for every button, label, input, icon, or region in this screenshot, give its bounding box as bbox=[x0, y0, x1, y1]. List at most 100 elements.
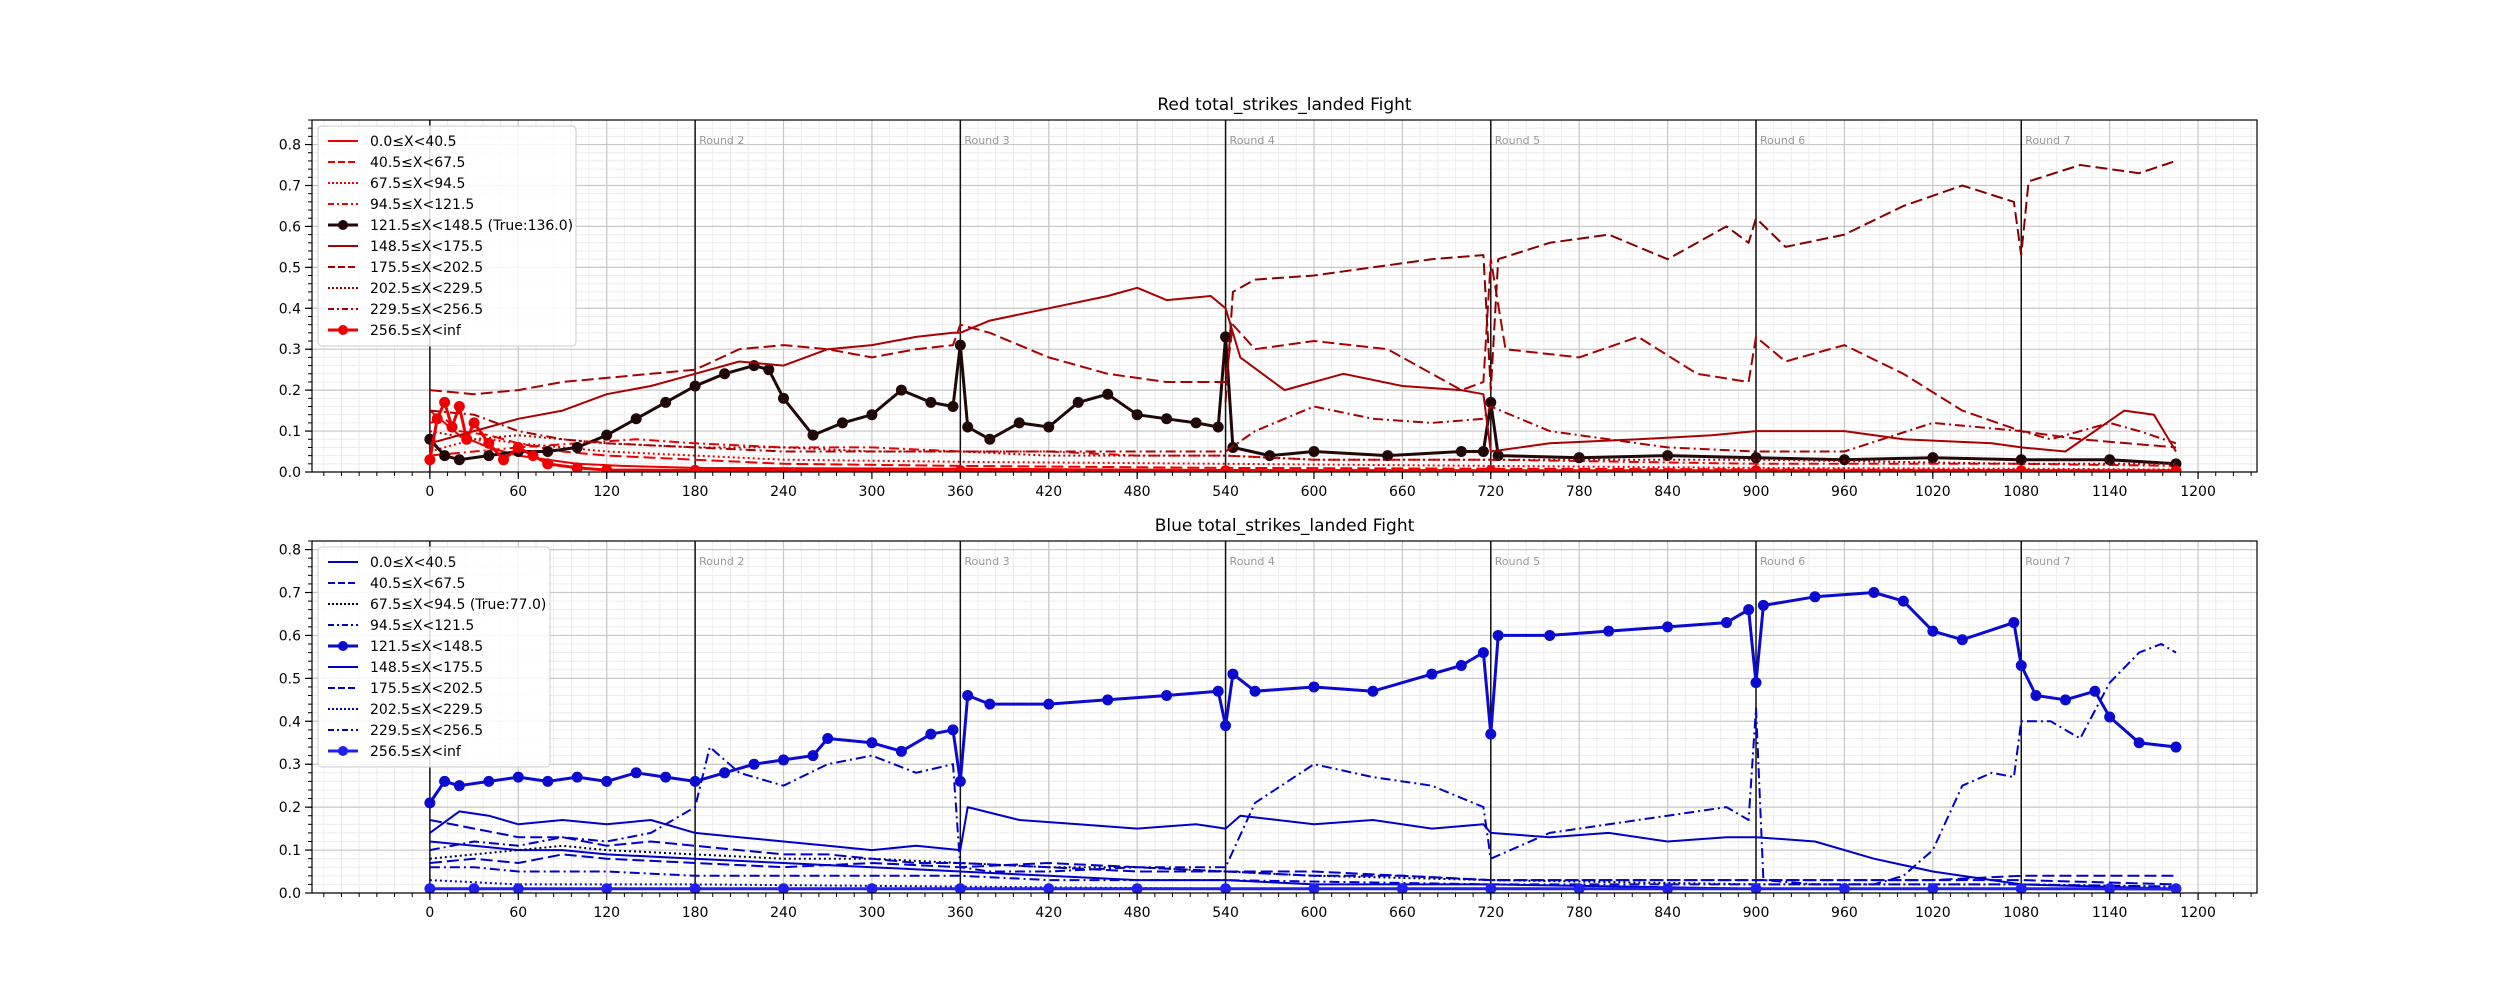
x-tick-label: 1140 bbox=[2092, 484, 2128, 500]
x-tick-label: 1200 bbox=[2180, 484, 2216, 500]
series-point bbox=[1227, 668, 1239, 680]
series-point bbox=[660, 771, 672, 783]
series-point bbox=[1249, 685, 1261, 697]
x-tick-label: 180 bbox=[682, 905, 709, 921]
legend-marker bbox=[338, 325, 348, 335]
x-tick-label: 60 bbox=[509, 484, 527, 500]
round-label: Round 5 bbox=[1495, 134, 1540, 147]
x-tick-label: 120 bbox=[593, 905, 620, 921]
series-point bbox=[512, 883, 524, 893]
series-point bbox=[1308, 883, 1320, 893]
series-point bbox=[1662, 450, 1674, 462]
series-point bbox=[1750, 677, 1762, 689]
round-label: Round 3 bbox=[964, 134, 1009, 147]
legend-label: 148.5≤X<175.5 bbox=[370, 660, 483, 676]
x-tick-label: 1140 bbox=[2092, 905, 2128, 921]
series-point bbox=[954, 775, 966, 787]
legend-label: 148.5≤X<175.5 bbox=[370, 239, 483, 255]
y-tick-label: 0.5 bbox=[279, 671, 301, 687]
round-label: Round 6 bbox=[1760, 555, 1805, 568]
series-group bbox=[424, 159, 2182, 472]
legend-label: 0.0≤X<40.5 bbox=[370, 134, 457, 150]
x-tick-label: 720 bbox=[1477, 905, 1504, 921]
x-tick-label: 600 bbox=[1301, 484, 1328, 500]
series-point bbox=[778, 392, 790, 404]
series-point bbox=[1220, 720, 1232, 732]
series-point bbox=[866, 737, 878, 749]
series-point bbox=[1485, 883, 1497, 893]
series-point bbox=[1367, 685, 1379, 697]
series-point bbox=[1956, 634, 1968, 646]
series-point bbox=[1485, 728, 1497, 740]
x-tick-label: 420 bbox=[1035, 905, 1062, 921]
x-tick-label: 0 bbox=[425, 484, 434, 500]
series-line-4 bbox=[429, 438, 2177, 467]
x-tick-label: 900 bbox=[1743, 905, 1770, 921]
series-point bbox=[1603, 625, 1615, 637]
series-point bbox=[1426, 668, 1438, 680]
y-tick-label: 0.5 bbox=[279, 260, 301, 276]
series-point bbox=[689, 380, 701, 392]
x-axis: 0 60 120 180 240 300 360 420 480 540 600 660 720 780 8… bbox=[323, 472, 2252, 500]
legend-label: 256.5≤X<inf bbox=[370, 323, 462, 339]
plot-area bbox=[312, 541, 2257, 893]
x-tick-label: 720 bbox=[1477, 484, 1504, 500]
series-point bbox=[1161, 413, 1173, 425]
x-tick-label: 660 bbox=[1389, 905, 1416, 921]
x-tick-label: 900 bbox=[1743, 484, 1770, 500]
series-point bbox=[2015, 659, 2027, 671]
y-tick-label: 0.0 bbox=[279, 886, 301, 902]
series-point bbox=[1485, 465, 1497, 472]
chart-title: Red total_strikes_landed Fight bbox=[1157, 95, 1412, 115]
x-tick-label: 960 bbox=[1831, 484, 1858, 500]
round-label: Round 4 bbox=[1230, 134, 1275, 147]
series-point bbox=[748, 758, 760, 770]
x-tick-label: 1080 bbox=[2003, 905, 2039, 921]
series-point bbox=[689, 775, 701, 787]
x-axis: 0 60 120 180 240 300 360 420 480 540 600 660 720 780 8… bbox=[323, 893, 2252, 921]
series-point bbox=[1838, 883, 1850, 893]
round-label: Round 6 bbox=[1760, 134, 1805, 147]
series-point bbox=[571, 771, 583, 783]
legend-label: 121.5≤X<148.5 (True:136.0) bbox=[370, 218, 573, 234]
series-point bbox=[778, 754, 790, 766]
y-tick-label: 0.4 bbox=[279, 714, 301, 730]
y-tick-label: 0.8 bbox=[279, 138, 301, 154]
series-point bbox=[2104, 454, 2116, 466]
series-point bbox=[630, 767, 642, 779]
round-label: Round 7 bbox=[2025, 555, 2070, 568]
x-tick-label: 1020 bbox=[1915, 484, 1951, 500]
series-line-7 bbox=[429, 258, 2177, 449]
legend-label: 94.5≤X<121.5 bbox=[370, 618, 474, 634]
series-point bbox=[1013, 417, 1025, 429]
series-point bbox=[1838, 454, 1850, 466]
x-tick-label: 480 bbox=[1124, 484, 1151, 500]
x-tick-label: 600 bbox=[1301, 905, 1328, 921]
series-point bbox=[689, 464, 701, 472]
series-point bbox=[601, 775, 613, 787]
x-tick-label: 540 bbox=[1212, 484, 1239, 500]
legend: 0.0≤X<40.5 40.5≤X<67.5 67.5≤X<94.5 94.5≤X<1… bbox=[317, 125, 577, 347]
series-point bbox=[807, 429, 819, 441]
series-point bbox=[719, 368, 731, 380]
series-point bbox=[1264, 450, 1276, 462]
legend-label: 202.5≤X<229.5 bbox=[370, 281, 483, 297]
series-point bbox=[866, 409, 878, 421]
x-tick-label: 300 bbox=[859, 905, 886, 921]
series-point bbox=[925, 728, 937, 740]
series-point bbox=[895, 745, 907, 757]
series-point bbox=[571, 462, 583, 472]
series-point bbox=[947, 401, 959, 413]
series-point bbox=[1212, 421, 1224, 433]
x-tick-label: 780 bbox=[1566, 905, 1593, 921]
series-point bbox=[689, 883, 701, 893]
x-tick-label: 960 bbox=[1831, 905, 1858, 921]
series-group bbox=[424, 587, 2182, 893]
series-point bbox=[1573, 883, 1585, 893]
series-point bbox=[1190, 417, 1202, 429]
y-tick-label: 0.1 bbox=[279, 424, 301, 440]
legend-label: 67.5≤X<94.5 bbox=[370, 176, 465, 192]
legend-label: 202.5≤X<229.5 bbox=[370, 702, 483, 718]
series-point bbox=[962, 421, 974, 433]
series-point bbox=[1455, 446, 1467, 458]
